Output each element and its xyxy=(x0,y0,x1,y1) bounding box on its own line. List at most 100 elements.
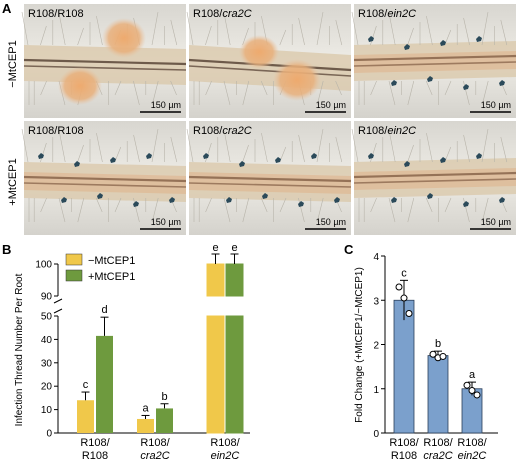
orange-stain xyxy=(24,172,186,194)
x-tick-label: R108 xyxy=(82,450,108,462)
root-hair xyxy=(279,197,287,213)
scale-bar-label: 150 µm xyxy=(151,100,181,110)
nodule-primordium xyxy=(58,67,102,105)
root-hair xyxy=(133,134,140,163)
axis-break-mark xyxy=(53,308,63,314)
y-axis-label: Infection Thread Number Per Root xyxy=(14,273,25,426)
vascular-line xyxy=(353,171,517,179)
stain-spot xyxy=(463,84,469,90)
panel-label-c: C xyxy=(344,242,354,257)
stain-spot xyxy=(74,161,80,167)
root-hair xyxy=(205,80,212,96)
root-hair xyxy=(40,25,47,46)
data-point xyxy=(468,387,476,395)
root-hair xyxy=(444,80,452,96)
root-hair xyxy=(298,197,305,223)
y-tick-label: 10 xyxy=(41,405,53,416)
bar-upper xyxy=(225,263,244,297)
tile-label-genotype: ein2C xyxy=(387,125,416,137)
stain-spot xyxy=(298,201,304,207)
y-tick-label: 30 xyxy=(41,358,53,369)
significance-letter: a xyxy=(469,369,476,381)
root-hair xyxy=(58,197,66,223)
root-hair xyxy=(500,19,508,46)
root-hair xyxy=(316,11,324,46)
stain-spot xyxy=(262,193,268,199)
x-tick-label: R108/ xyxy=(457,437,487,449)
stain-spot xyxy=(427,193,433,199)
root-hair xyxy=(407,144,414,163)
tile-label-genotype: ein2C xyxy=(387,8,416,20)
root-hair xyxy=(223,80,231,106)
root-hair xyxy=(21,128,29,163)
micrograph-tile: R108/R108 150 µm xyxy=(21,4,187,118)
root-hair xyxy=(463,80,470,106)
stain-spot xyxy=(110,157,116,163)
root-hair xyxy=(205,197,212,213)
root-hair xyxy=(223,197,231,223)
scale-bar-label: 150 µm xyxy=(481,217,511,227)
root-hair xyxy=(481,80,489,106)
root-hair xyxy=(95,197,103,213)
root-hair xyxy=(481,128,489,163)
root-hair xyxy=(114,197,122,213)
tile-label-genotype: R108 xyxy=(57,125,83,137)
nodule-primordium xyxy=(102,18,146,58)
legend-label: +MtCEP1 xyxy=(88,271,135,283)
x-tick-label: R108/ xyxy=(423,437,453,449)
stain-spot xyxy=(391,80,397,86)
significance-letter: c xyxy=(83,379,89,391)
stain-spot xyxy=(226,197,232,203)
bar xyxy=(156,408,173,433)
data-point xyxy=(400,294,408,302)
stain-spot xyxy=(427,76,433,82)
micrograph-tile: R108/cra2C 150 µm xyxy=(186,121,352,235)
x-tick-label: R108/ xyxy=(210,437,240,449)
x-tick-label: R108/ xyxy=(389,437,419,449)
stain-spot xyxy=(404,161,410,167)
nodule-primordium xyxy=(273,59,321,101)
axis-break-mark xyxy=(53,298,63,304)
data-point xyxy=(439,352,447,360)
vascular-line xyxy=(353,178,517,184)
stain-spot xyxy=(499,197,505,203)
chart-b: Infection Thread Number Per Root 0 10 20 30 4… xyxy=(14,242,250,462)
tile-label-genotype: cra2C xyxy=(222,8,251,20)
root-hair xyxy=(463,197,470,223)
root-hair xyxy=(40,80,47,96)
micrograph-tile: R108/ein2C 150 µm xyxy=(351,121,517,235)
tile-label-genotype: R108 xyxy=(57,8,83,20)
root-hair xyxy=(170,80,177,96)
scale-bar-label: 150 µm xyxy=(481,100,511,110)
root-body xyxy=(189,162,351,202)
stain-spot xyxy=(239,161,245,167)
vascular-line xyxy=(353,54,517,62)
stain-spot xyxy=(133,201,139,207)
x-tick-label: cra2C xyxy=(423,450,452,462)
root-hair xyxy=(170,136,178,163)
chart-c: Fold Change (+MtCEP1/−MtCEP1) 0 1 2 3 4 c b a R10… xyxy=(354,252,498,462)
y-tick-label: 0 xyxy=(373,429,379,440)
root-hair xyxy=(316,128,324,163)
root-hair xyxy=(151,80,159,106)
tile-label: R108/R108 xyxy=(28,125,84,137)
root-hair xyxy=(77,197,85,223)
tile-label: R108/cra2C xyxy=(193,125,252,137)
root-hair xyxy=(463,17,470,46)
significance-letter: a xyxy=(142,402,149,414)
stain-spot xyxy=(368,153,374,159)
vascular-line xyxy=(188,182,352,188)
stain-spot xyxy=(476,153,482,159)
root-hair xyxy=(407,80,415,106)
stain-spot xyxy=(440,157,446,163)
tile-label-genotype: cra2C xyxy=(222,125,251,137)
panel-label-b: B xyxy=(2,242,11,257)
tile-label-prefix: R108/ xyxy=(193,8,223,20)
significance-letter: b xyxy=(161,391,167,403)
scale-bar-label: 150 µm xyxy=(151,217,181,227)
legend-swatch xyxy=(65,253,83,266)
root-hair xyxy=(298,17,305,46)
root-hair xyxy=(133,80,140,106)
stain-spot xyxy=(463,201,469,207)
